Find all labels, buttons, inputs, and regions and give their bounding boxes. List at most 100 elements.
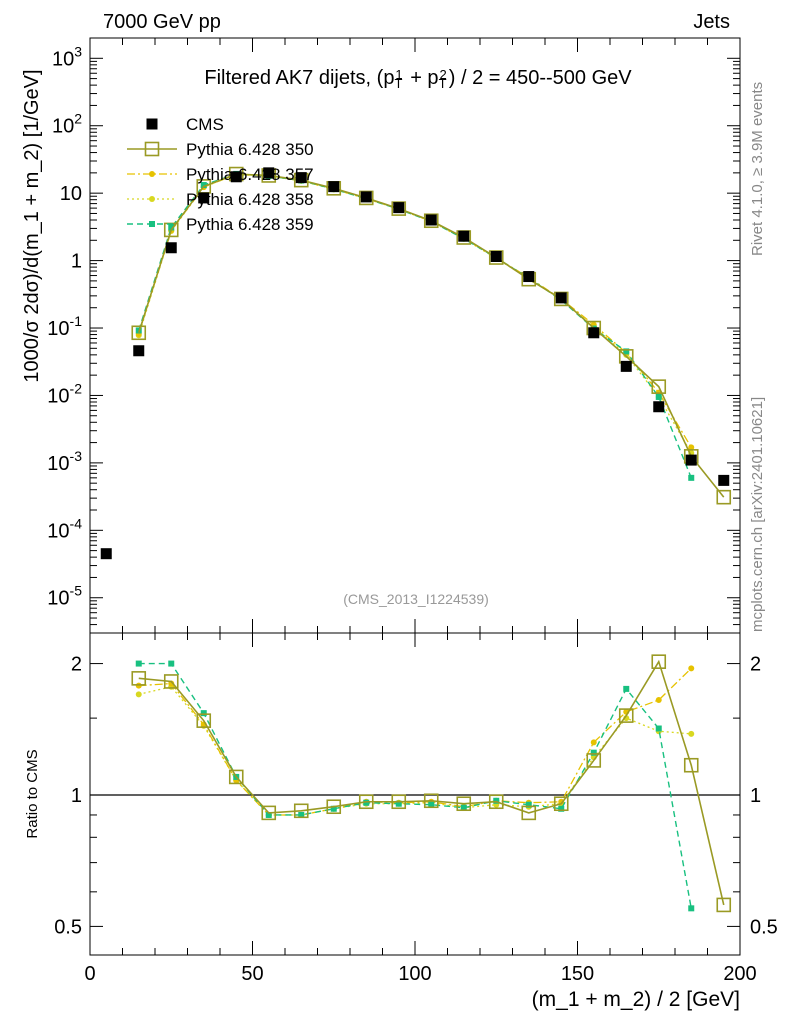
upper-point-cms xyxy=(295,172,307,184)
upper-point-cms xyxy=(165,242,177,254)
lower-point-p350 xyxy=(586,753,602,768)
ytick-base: 10 xyxy=(47,588,69,610)
upper-point-p350 xyxy=(716,489,732,505)
title-sub-2: T xyxy=(439,76,447,91)
ytick-base: 10 xyxy=(47,385,69,407)
ytick-exponent: -1 xyxy=(70,313,83,329)
lower-ytick-label-right: 1 xyxy=(750,785,761,807)
upper-point-p357 xyxy=(688,444,695,451)
lower-ytick-label: 2 xyxy=(71,654,82,676)
legend-label-cms: CMS xyxy=(186,115,224,134)
legend-marker-p357 xyxy=(149,171,155,177)
upper-point-cms xyxy=(718,474,730,486)
upper-ytick-label: 10 xyxy=(60,183,82,205)
lower-point-p359 xyxy=(298,811,305,818)
rivet-label: Rivet 4.1.0, ≥ 3.9M events xyxy=(749,82,766,256)
lower-point-p359 xyxy=(688,905,695,912)
ytick-base: 10 xyxy=(47,453,69,475)
lower-point-p350 xyxy=(618,708,634,723)
ytick-base: 10 xyxy=(47,520,69,542)
lower-point-p359 xyxy=(135,660,142,667)
upper-point-cms xyxy=(360,191,372,203)
title-prefix: Filtered AK7 dijets, (p xyxy=(204,67,394,89)
title-sup-1: 1 xyxy=(395,67,402,82)
ytick-base: 10 xyxy=(47,318,69,340)
ytick-exponent: -4 xyxy=(70,515,83,531)
upper-ytick-label: 102 xyxy=(52,111,82,138)
upper-point-cms xyxy=(328,181,340,193)
upper-point-cms xyxy=(100,548,112,560)
upper-ytick-label: 10-2 xyxy=(47,380,82,407)
lower-point-p359 xyxy=(493,797,500,804)
lower-point-p359 xyxy=(525,801,532,808)
lower-point-p350 xyxy=(196,713,212,728)
lower-axes: 0 50 100 150 200 0.5 0.5 1 1 2 2 xyxy=(54,633,778,985)
lower-point-p350 xyxy=(488,794,504,810)
lower-panel-frame xyxy=(89,632,741,956)
ytick-exponent: -2 xyxy=(70,380,83,396)
lower-ylabel: Ratio to CMS xyxy=(24,749,41,838)
ytick-base: 10 xyxy=(52,48,74,70)
upper-point-cms xyxy=(230,171,242,183)
upper-point-cms xyxy=(133,345,145,357)
upper-point-p359 xyxy=(688,474,695,481)
chart-title: Filtered AK7 dijets, (pT1 + pT2) / 2 = 4… xyxy=(204,67,632,91)
upper-point-cms xyxy=(490,250,502,262)
lower-point-p359 xyxy=(395,800,402,807)
lower-point-p350 xyxy=(716,897,732,913)
ytick-exponent: -5 xyxy=(70,583,83,599)
title-sub-1: T xyxy=(394,76,402,91)
upper-point-p359 xyxy=(655,393,662,400)
lower-point-p350 xyxy=(521,805,537,821)
upper-point-cms xyxy=(685,454,697,466)
legend-marker-p359 xyxy=(149,221,155,227)
xtick-label: 150 xyxy=(561,963,594,985)
lower-point-p357 xyxy=(688,665,695,672)
upper-ytick-label: 10-1 xyxy=(47,313,82,340)
lower-point-p358 xyxy=(135,691,142,698)
upper-point-cms xyxy=(523,271,535,283)
upper-point-p350 xyxy=(131,325,147,341)
lower-ytick-label-right: 0.5 xyxy=(750,916,778,938)
ytick-exponent: 2 xyxy=(74,111,82,127)
legend: CMS Pythia 6.428 350 Pythia 6.428 357 Pythi… xyxy=(127,115,314,234)
upper-ytick-label: 10-5 xyxy=(47,583,82,610)
upper-point-cms xyxy=(425,214,437,226)
upper-point-p350 xyxy=(391,201,407,216)
upper-point-p350 xyxy=(423,213,439,229)
lower-point-p350 xyxy=(293,803,309,819)
lower-series-line-p357 xyxy=(138,667,692,816)
legend-label-p359: Pythia 6.428 359 xyxy=(186,215,314,234)
legend-marker-p350 xyxy=(144,141,160,157)
lower-point-p359 xyxy=(363,799,370,806)
lower-point-p359 xyxy=(168,660,175,667)
lower-point-p359 xyxy=(655,725,662,732)
lower-point-p357 xyxy=(558,798,565,805)
xtick-label: 100 xyxy=(398,963,431,985)
xtick-label: 200 xyxy=(723,963,756,985)
legend-marker-p358 xyxy=(149,196,155,202)
ytick-exponent: -3 xyxy=(70,448,83,464)
upper-ylabel: 1000/σ 2dσ)/d(m_1 + m_2) [1/GeV] xyxy=(21,69,43,382)
lower-point-p350 xyxy=(326,799,342,815)
xtick-label: 50 xyxy=(241,963,263,985)
lower-point-p357 xyxy=(590,739,597,746)
title-suffix: ) / 2 = 450--500 GeV xyxy=(449,67,633,89)
lower-point-p359 xyxy=(623,685,630,692)
upper-point-cms xyxy=(555,292,567,304)
lower-ytick-label: 1 xyxy=(71,785,82,807)
lower-point-p359 xyxy=(460,804,467,811)
legend-marker-cms xyxy=(146,118,158,130)
lower-point-p350 xyxy=(683,757,699,773)
lower-point-p359 xyxy=(200,710,207,717)
upper-point-cms xyxy=(588,327,600,339)
lower-point-p358 xyxy=(688,730,695,737)
upper-point-cms xyxy=(458,230,470,242)
lower-point-p350 xyxy=(358,794,374,810)
lower-ytick-label-right: 2 xyxy=(750,654,761,676)
header-right: Jets xyxy=(693,11,730,33)
lower-point-p359 xyxy=(590,749,597,756)
ytick-base: 10 xyxy=(52,116,74,138)
upper-ytick-label: 10-3 xyxy=(47,448,82,475)
